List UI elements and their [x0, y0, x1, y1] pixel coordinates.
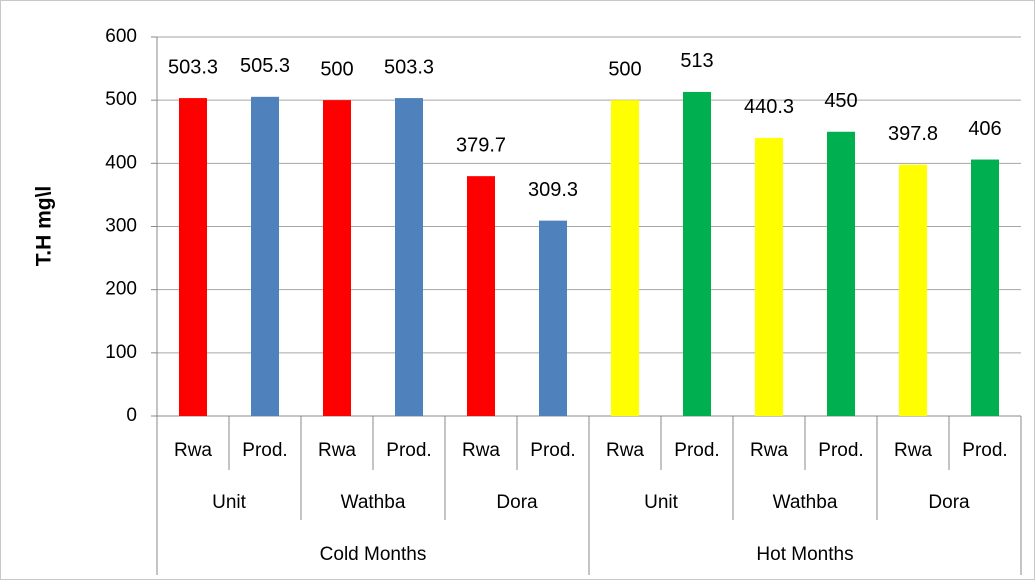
x-tick-label: Rwa — [318, 440, 356, 461]
x-tick-label: Prod. — [242, 440, 287, 461]
group-label: Dora — [928, 492, 970, 513]
group-label: Unit — [212, 492, 247, 513]
x-tick-label: Prod. — [962, 440, 1007, 461]
supergroup-label: Cold Months — [320, 544, 427, 565]
supergroup-label: Hot Months — [756, 544, 853, 565]
group-label: Wathba — [341, 492, 406, 513]
value-label: 500 — [608, 58, 641, 80]
group-label: Dora — [496, 492, 538, 513]
y-tick-label: 0 — [126, 405, 137, 426]
x-tick-label: Rwa — [462, 440, 500, 461]
bar — [179, 98, 207, 417]
x-tick-label: Prod. — [386, 440, 431, 461]
value-label: 450 — [824, 90, 857, 112]
bar — [395, 98, 423, 417]
x-tick-label: Rwa — [750, 440, 788, 461]
value-label: 503.3 — [384, 56, 434, 78]
bar — [467, 176, 495, 416]
y-tick-label: 500 — [105, 89, 137, 110]
bar — [899, 164, 927, 416]
group-label: Unit — [644, 492, 679, 513]
value-label: 309.3 — [528, 179, 578, 201]
value-label: 513 — [680, 50, 713, 72]
group-label: Wathba — [773, 492, 838, 513]
bar — [971, 159, 999, 416]
x-tick-label: Rwa — [606, 440, 644, 461]
bar — [611, 100, 639, 417]
value-label: 505.3 — [240, 55, 290, 77]
x-tick-label: Prod. — [818, 440, 863, 461]
value-label: 379.7 — [456, 134, 506, 156]
bar — [683, 91, 711, 416]
bar — [755, 137, 783, 416]
y-axis-label: T.H mg\l — [33, 186, 56, 267]
x-tick-label: Prod. — [530, 440, 575, 461]
bar — [251, 96, 279, 416]
y-tick-label: 600 — [105, 26, 137, 47]
bar — [539, 220, 567, 416]
value-label: 500 — [320, 58, 353, 80]
y-tick-label: 300 — [105, 216, 137, 237]
bar — [323, 100, 351, 417]
x-tick-label: Rwa — [174, 440, 212, 461]
y-tick-label: 200 — [105, 279, 137, 300]
x-tick-label: Rwa — [894, 440, 932, 461]
y-tick-label: 400 — [105, 152, 137, 173]
y-tick-label: 100 — [105, 342, 137, 363]
value-label: 406 — [968, 118, 1001, 140]
value-label: 440.3 — [744, 96, 794, 118]
x-tick-label: Prod. — [674, 440, 719, 461]
value-label: 397.8 — [888, 123, 938, 145]
value-label: 503.3 — [168, 56, 218, 78]
bar — [827, 131, 855, 416]
